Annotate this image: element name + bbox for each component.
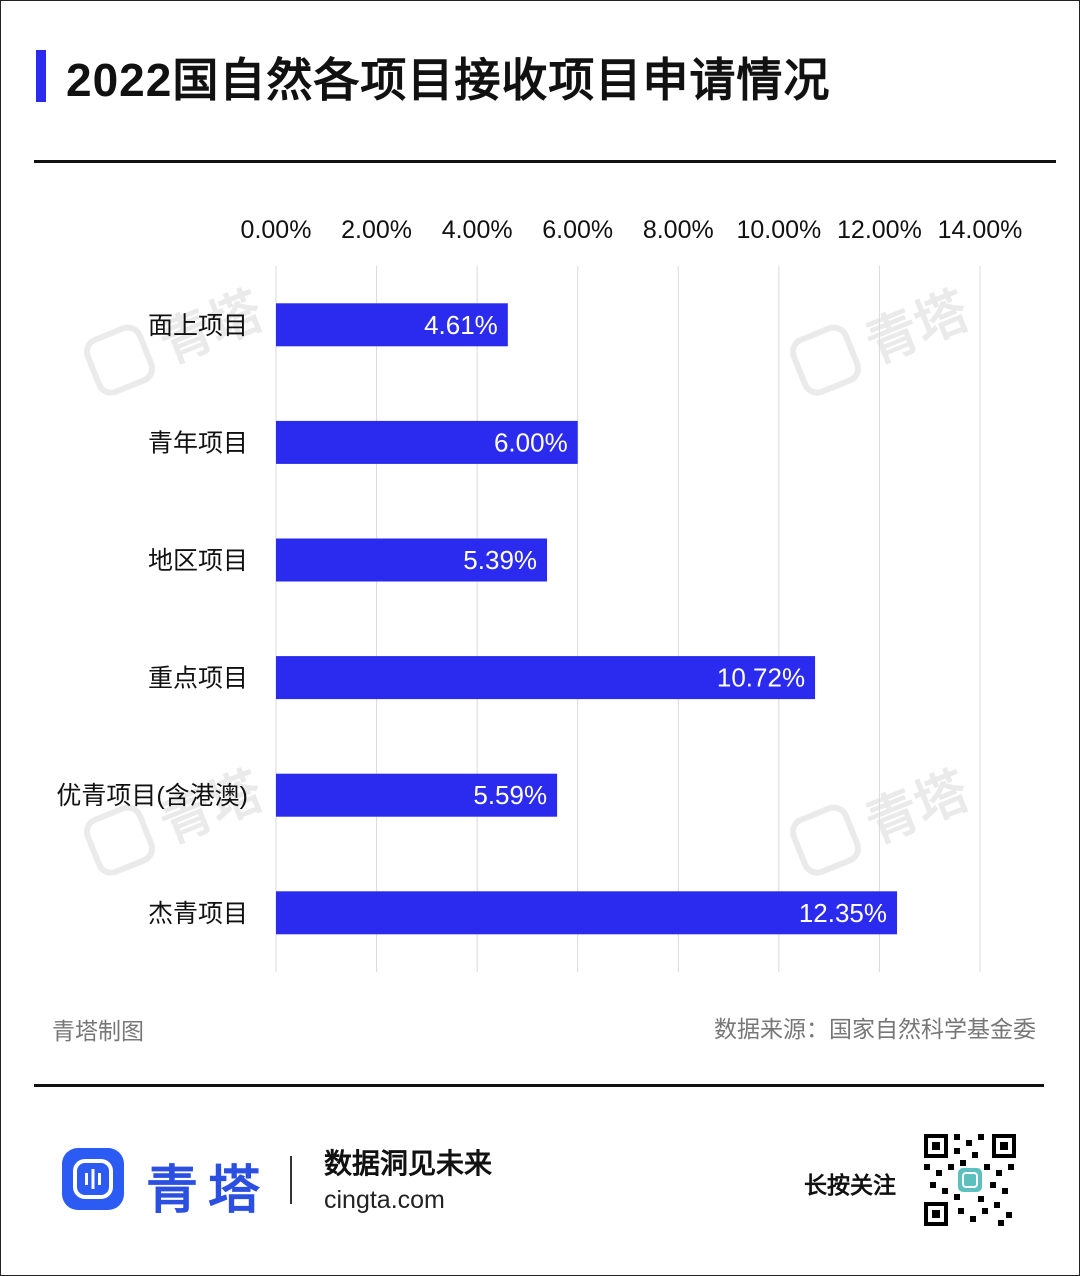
title-accent-bar: [36, 50, 46, 102]
category-label: 优青项目(含港澳): [56, 782, 248, 810]
page-title: 2022国自然各项目接收项目申请情况: [66, 54, 831, 106]
x-tick-label: 6.00%: [542, 216, 613, 244]
sound-wave-icon: [73, 1159, 113, 1199]
bar: [276, 773, 558, 817]
x-tick-label: 0.00%: [241, 216, 312, 244]
category-label: 重点项目: [148, 665, 248, 693]
data-label: 4.61%: [424, 310, 498, 340]
bar: [276, 538, 548, 582]
category-label: 面上项目: [148, 312, 248, 340]
x-tick-label: 10.00%: [736, 216, 821, 244]
brand-website[interactable]: cingta.com: [324, 1186, 445, 1214]
bar-chart: 0.00% 2.00% 4.00% 6.00% 8.00% 10.00% 12.00% 14.…: [56, 216, 1023, 972]
category-label: 地区项目: [148, 547, 248, 575]
category-label: 青年项目: [148, 429, 248, 457]
bar: [276, 656, 816, 700]
brand-name: 青塔: [146, 1162, 271, 1220]
top-divider: [34, 160, 1056, 163]
bar: [276, 420, 578, 464]
x-tick-label: 12.00%: [837, 216, 922, 244]
brand-separator: [290, 1156, 292, 1204]
data-label: 6.00%: [494, 427, 568, 457]
brand-slogan: 数据洞见未来: [324, 1148, 493, 1179]
data-label: 5.39%: [463, 545, 537, 575]
data-source-note: 数据来源：国家自然科学基金委: [714, 1016, 1036, 1042]
bar: [276, 303, 508, 347]
category-label: 杰青项目: [148, 900, 248, 928]
chart-maker-note: 青塔制图: [52, 1018, 144, 1044]
x-tick-label: 4.00%: [442, 216, 513, 244]
data-label: 12.35%: [799, 898, 887, 928]
qingta-logo-icon: [62, 1148, 124, 1210]
x-tick-label: 8.00%: [643, 216, 714, 244]
qr-code-icon[interactable]: [922, 1132, 1018, 1228]
follow-prompt: 长按关注: [804, 1172, 896, 1198]
data-label: 10.72%: [717, 663, 805, 693]
bar: [276, 891, 898, 935]
x-tick-label: 2.00%: [341, 216, 412, 244]
x-tick-label: 14.00%: [938, 216, 1023, 244]
data-label: 5.59%: [473, 780, 547, 810]
bottom-divider: [34, 1084, 1044, 1087]
